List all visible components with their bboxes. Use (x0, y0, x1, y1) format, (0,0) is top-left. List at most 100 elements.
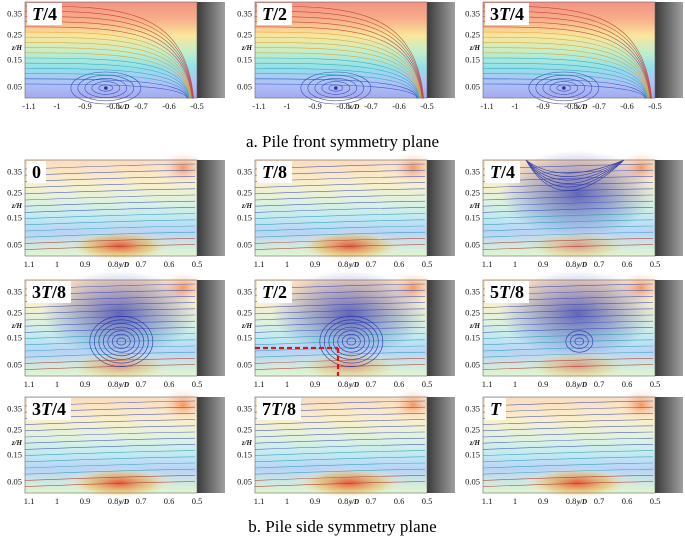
side-panel-4: 0.35 0.25 0.15 0.05 z/H 1.1 1 0.9 0.8 y/D 0.7 0.6 0.… (0, 270, 225, 400)
y-tick-label: 0.15 (7, 333, 22, 343)
panel-plot: 0.35 0.25 0.15 0.05 z/H 1.1 1 0.9 0.8 y/D 0.7 0.6 0.… (7, 150, 225, 269)
time-label-T: T (490, 162, 501, 182)
y-tick-label: 0.15 (7, 213, 22, 223)
y-tick-label: 0.15 (465, 333, 480, 343)
time-label-suffix: /8 (273, 162, 288, 182)
x-tick-label: 1 (513, 259, 517, 269)
x-tick-label: -0.8 (564, 101, 577, 111)
y-tick-label: 0.25 (7, 188, 22, 198)
x-tick-label: 0.9 (80, 259, 91, 269)
x-tick-label: -0.5 (190, 101, 203, 111)
x-axis-label: x/D (118, 103, 130, 111)
x-axis-label: y/D (576, 381, 587, 389)
x-tick-label: -0.6 (392, 101, 405, 111)
y-tick-label: 0.05 (465, 81, 480, 91)
time-label: T/4 (485, 161, 521, 183)
side-panel-1: 0.35 0.25 0.15 0.05 z/H 1.1 1 0.9 0.8 y/D 0.7 0.6 0.… (0, 150, 225, 280)
time-label-prefix: 5 (490, 282, 499, 302)
x-tick-label: 0.6 (164, 259, 175, 269)
x-tick-label: 0.8 (108, 259, 119, 269)
y-tick-label: 0.35 (465, 167, 480, 177)
y-axis-label: z/H (469, 202, 481, 210)
front-panel-1: 0.35 0.25 0.15 0.05 z/H -1.1 -1 -0.9 -0.8 x/D -0.7… (0, 0, 225, 122)
pile-wall (427, 280, 455, 376)
time-label-T: T (271, 399, 282, 419)
time-label-suffix: /2 (273, 4, 288, 24)
time-label-prefix: 7 (262, 399, 271, 419)
y-tick-label: 0.05 (465, 239, 480, 249)
x-tick-label: -1.1 (252, 101, 265, 111)
x-tick-label: 0.8 (566, 379, 577, 389)
y-tick-label: 0.35 (7, 9, 22, 19)
y-tick-label: 0.05 (7, 81, 22, 91)
x-tick-label: -0.8 (336, 101, 349, 111)
x-tick-label: -1 (53, 101, 60, 111)
time-label-T: T (262, 4, 273, 24)
time-label-T: T (32, 4, 43, 24)
time-label: T/4 (27, 3, 63, 25)
x-tick-label: 1 (55, 496, 59, 506)
pile-wall (197, 397, 225, 493)
vortex-center-marker (255, 346, 340, 376)
x-tick-label: 1 (55, 379, 59, 389)
x-tick-label: -0.9 (308, 101, 321, 111)
y-tick-label: 0.15 (465, 55, 480, 65)
x-tick-label: -0.5 (648, 101, 661, 111)
front-panel-3: 0.35 0.25 0.15 0.05 z/H -1.1 -1 -0.9 -0.8 x/D -0.7… (458, 0, 683, 122)
time-label-prefix: 0 (32, 162, 41, 182)
panel-plot: 0.35 0.25 0.15 0.05 z/H 1.1 1 0.9 0.8 y/D 0.7 0.6 0.… (465, 150, 683, 269)
x-tick-label: 1 (55, 259, 59, 269)
x-tick-label: 0.9 (538, 259, 549, 269)
time-label: 5T/8 (485, 281, 530, 303)
x-tick-label: 1 (285, 496, 289, 506)
y-tick-label: 0.25 (237, 188, 252, 198)
side-panel-6: 0.35 0.25 0.15 0.05 z/H 1.1 1 0.9 0.8 y/D 0.7 0.6 0.… (458, 270, 683, 400)
x-axis-label: y/D (118, 381, 129, 389)
x-tick-label: 0.5 (192, 496, 203, 506)
time-label-T: T (41, 399, 52, 419)
y-axis-label: z/H (11, 439, 23, 447)
streamlines (24, 163, 196, 250)
x-tick-label: 0.8 (338, 259, 349, 269)
time-label-T: T (499, 4, 510, 24)
x-axis-label: y/D (576, 498, 587, 506)
x-tick-label: 0.6 (394, 379, 405, 389)
y-tick-label: 0.35 (7, 167, 22, 177)
time-label-T: T (41, 282, 52, 302)
y-tick-label: 0.35 (465, 9, 480, 19)
x-tick-label: -1 (283, 101, 290, 111)
x-tick-label: 1 (513, 496, 517, 506)
y-tick-label: 0.35 (237, 167, 252, 177)
time-label: T (485, 398, 506, 420)
panel-plot: 0.35 0.25 0.15 0.05 z/H -1.1 -1 -0.9 -0.8 x/D -0.7… (237, 1, 455, 111)
y-tick-label: 0.15 (7, 450, 22, 460)
y-axis-label: z/H (11, 322, 23, 330)
time-label: 0 (27, 161, 46, 183)
time-label: T/2 (257, 281, 293, 303)
x-tick-label: 0.5 (422, 259, 433, 269)
pile-wall (197, 280, 225, 376)
time-label-suffix: /8 (52, 282, 67, 302)
pile-wall (197, 160, 225, 256)
x-axis-label: y/D (118, 498, 129, 506)
panel-plot: 0.35 0.25 0.15 0.05 z/H 1.1 1 0.9 0.8 y/D 0.7 0.6 0.… (465, 270, 683, 389)
x-tick-label: 0.5 (422, 496, 433, 506)
y-axis-label: z/H (469, 44, 481, 52)
x-tick-label: 1 (513, 379, 517, 389)
x-tick-label: 0.7 (366, 496, 377, 506)
y-tick-label: 0.15 (237, 213, 252, 223)
y-tick-label: 0.05 (237, 359, 252, 369)
y-tick-label: 0.35 (465, 404, 480, 414)
time-label: T/8 (257, 161, 293, 183)
y-tick-label: 0.25 (237, 30, 252, 40)
time-label-T: T (262, 162, 273, 182)
y-tick-label: 0.05 (7, 476, 22, 486)
time-label-suffix: /2 (273, 282, 288, 302)
x-tick-label: 1 (285, 379, 289, 389)
x-tick-label: 0.8 (338, 496, 349, 506)
x-tick-label: 0.6 (394, 496, 405, 506)
time-label: 3T/8 (27, 281, 72, 303)
x-tick-label: 0.8 (108, 496, 119, 506)
x-tick-label: 0.7 (136, 496, 147, 506)
y-axis-label: z/H (469, 439, 481, 447)
